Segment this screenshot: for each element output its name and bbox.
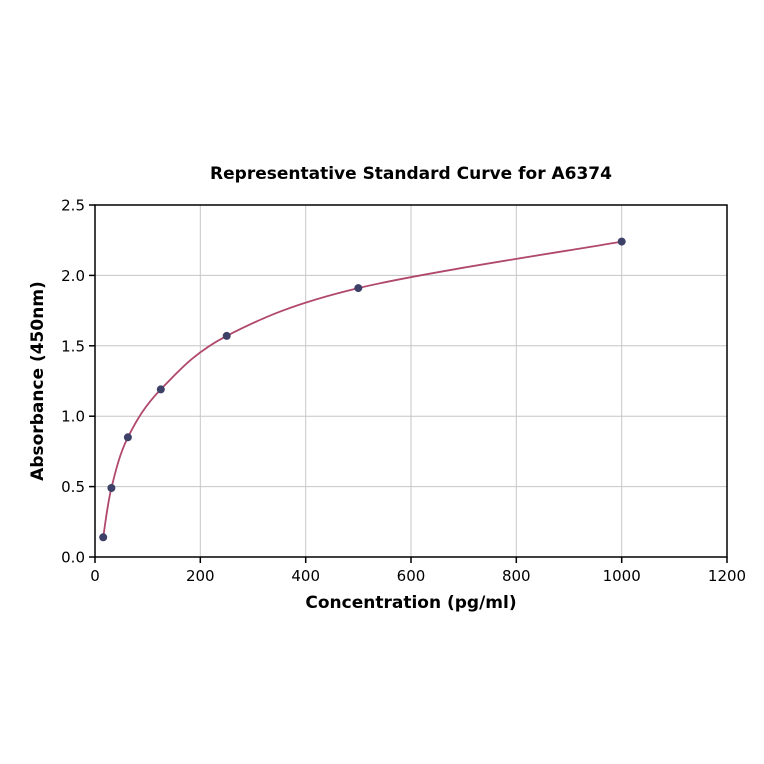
y-tick-label: 0.0 <box>61 549 85 567</box>
data-point <box>123 433 132 442</box>
y-tick-label: 1.0 <box>61 408 85 426</box>
x-tick-label: 600 <box>397 567 426 585</box>
data-point <box>107 484 116 492</box>
x-tick-label: 200 <box>186 567 215 585</box>
x-tick-label: 400 <box>291 567 320 585</box>
x-tick-label: 800 <box>502 567 531 585</box>
data-point <box>156 385 165 394</box>
x-tick-label: 1000 <box>603 567 641 585</box>
x-tick-label: 1200 <box>708 567 746 585</box>
data-point <box>617 237 626 246</box>
y-tick-label: 0.5 <box>61 478 85 496</box>
chart-title: Representative Standard Curve for A6374 <box>210 164 612 184</box>
y-tick-label: 2.0 <box>61 267 85 285</box>
plot-border <box>94 204 728 558</box>
data-point <box>222 331 231 340</box>
curve-line <box>102 240 622 538</box>
y-tick-label: 1.5 <box>61 337 85 355</box>
x-tick-label: 0 <box>90 567 100 585</box>
x-axis-label: Concentration (pg/ml) <box>305 593 517 613</box>
data-point <box>99 533 108 542</box>
y-tick-label: 2.5 <box>61 197 85 215</box>
data-point <box>354 284 363 293</box>
